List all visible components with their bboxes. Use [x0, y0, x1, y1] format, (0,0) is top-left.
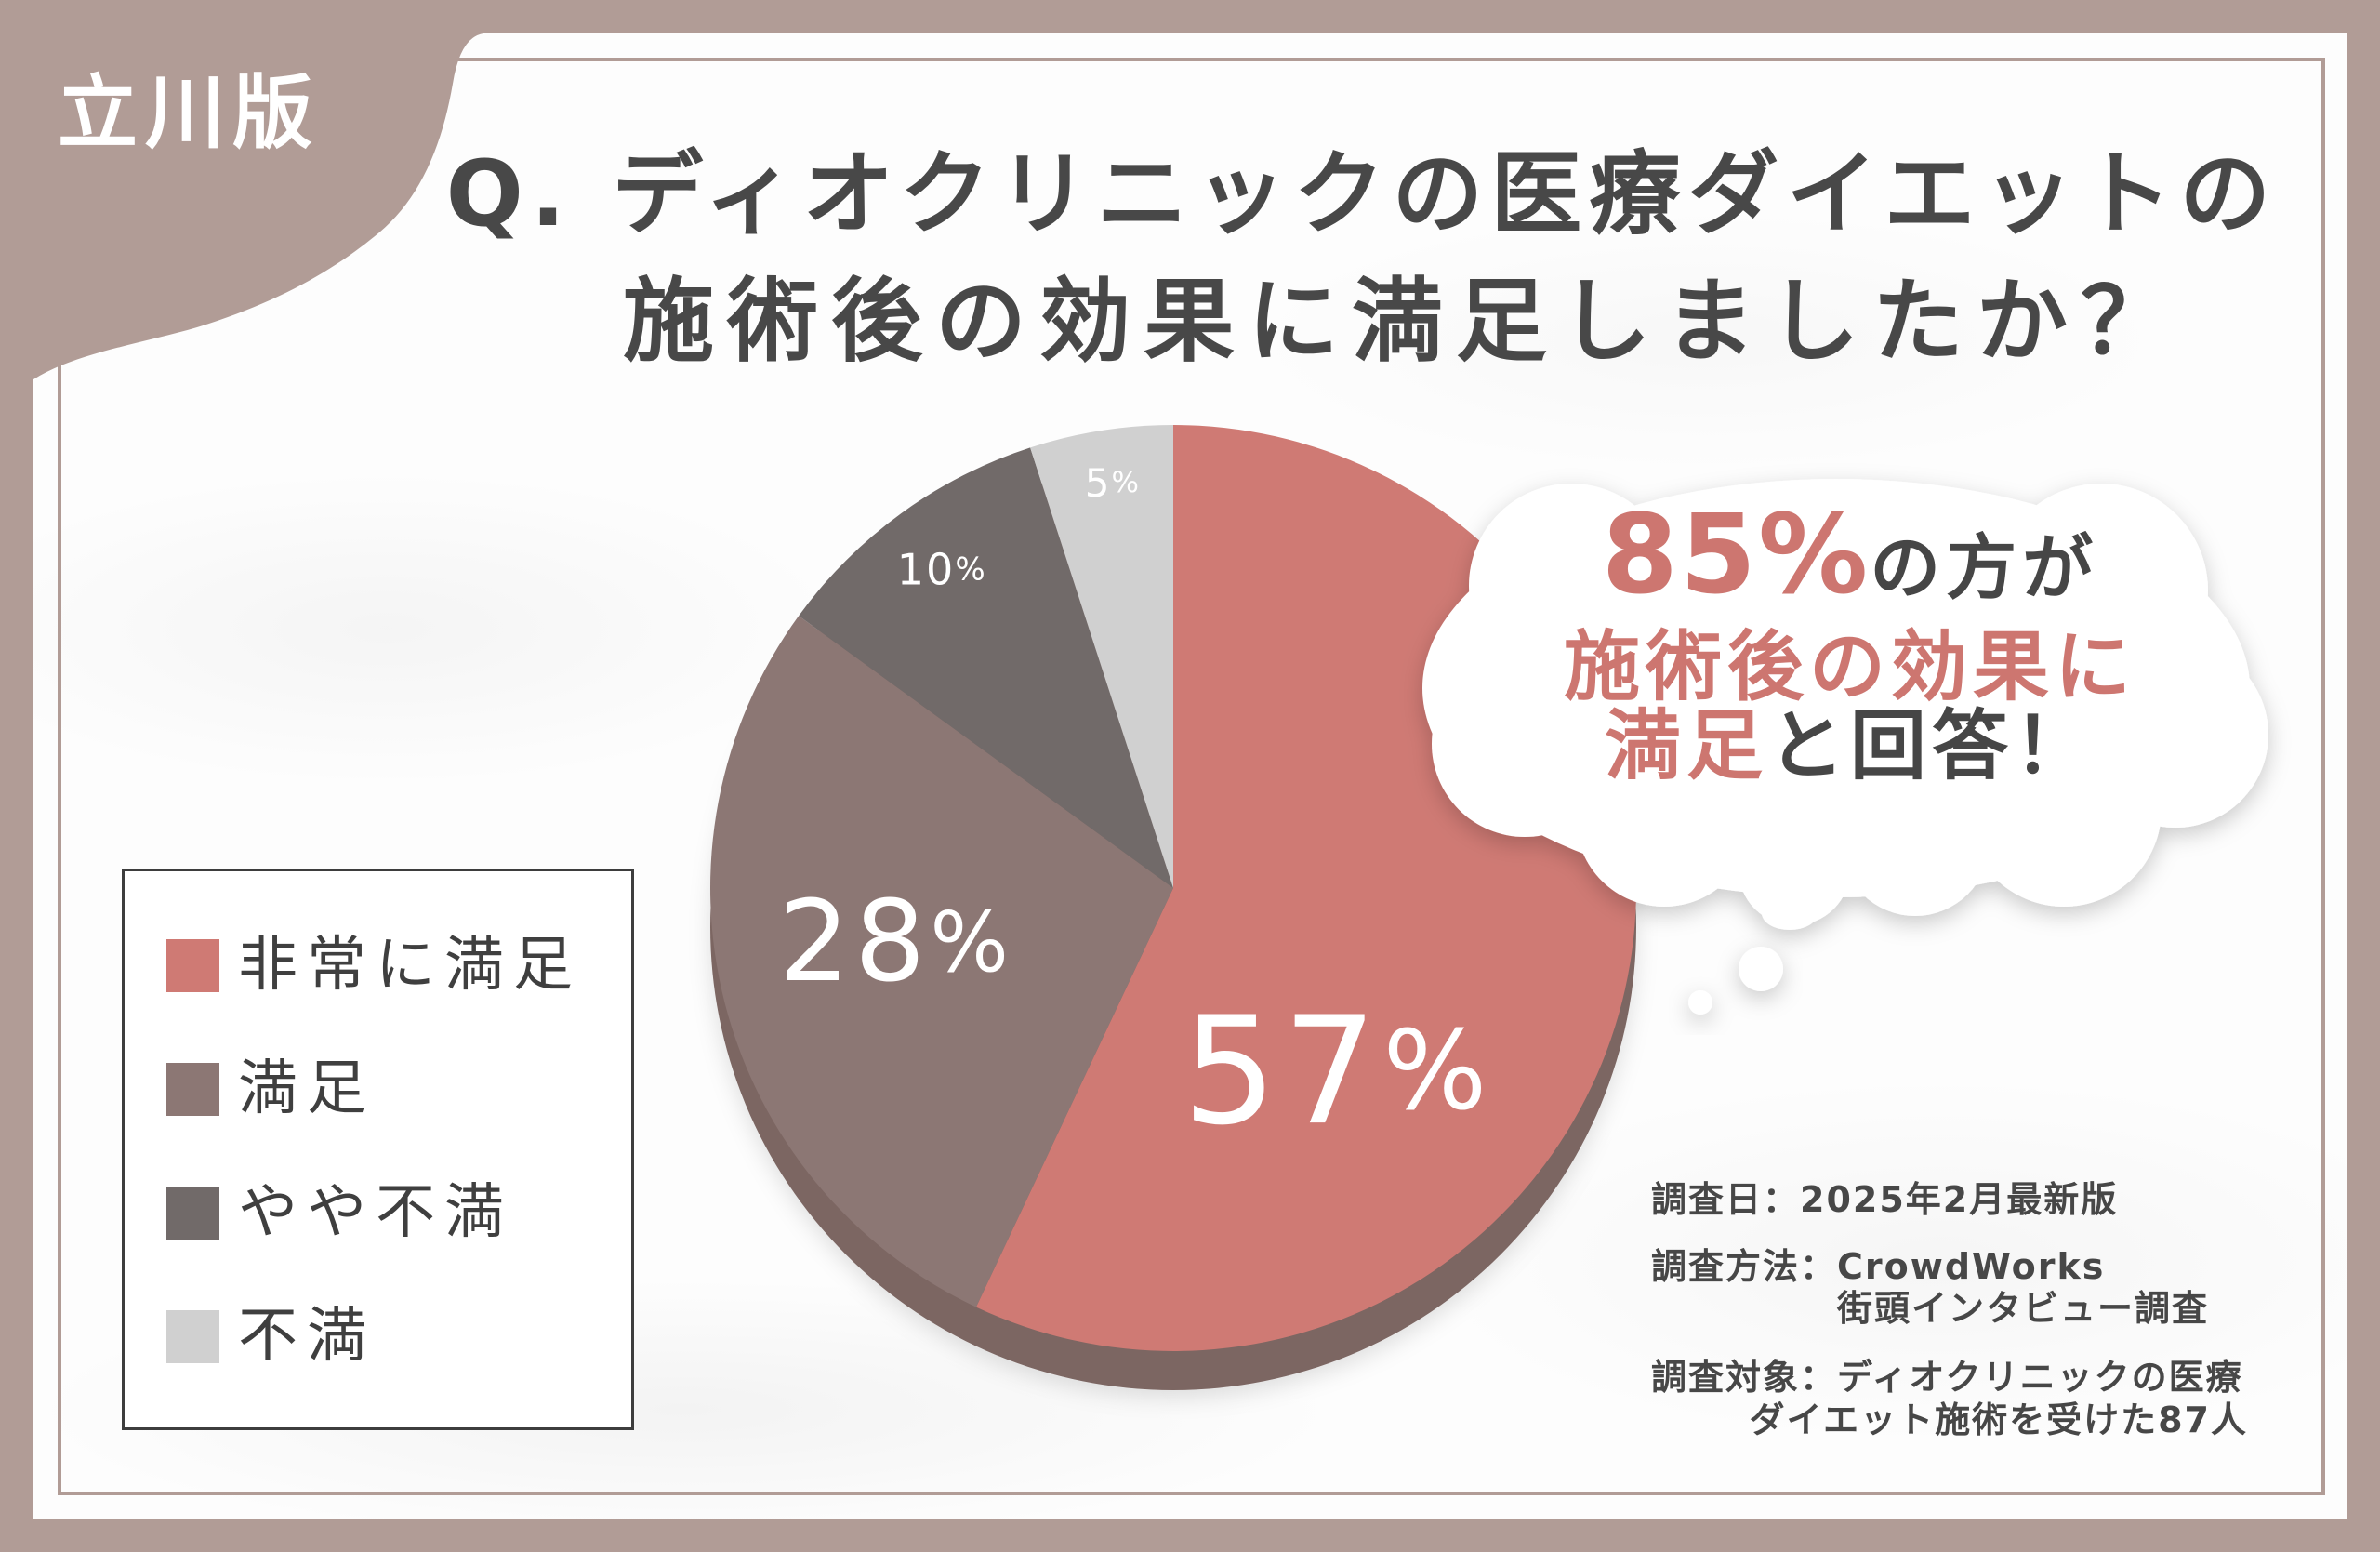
- pie-label-very-satisfied: 57%: [1183, 984, 1493, 1158]
- pie-slice-dissatisfied: [1030, 425, 1173, 888]
- callout-line-3-suffix: と回答！: [1768, 702, 2096, 790]
- survey-method-line-2: 街頭インタビュー調査: [1837, 1288, 2210, 1329]
- legend-item-somewhat-dissatisfied: やや不満: [166, 1179, 582, 1246]
- question-title-line-1: Q. ディオクリニックの医療ダイエットの: [445, 141, 2279, 247]
- chart-legend: 非常に満足 満足 やや不満 不満: [122, 869, 634, 1430]
- legend-item-satisfied: 満足: [166, 1055, 582, 1122]
- legend-item-dissatisfied: 不満: [166, 1303, 582, 1370]
- pie-slice-somewhat-dissatisfied: [799, 447, 1173, 888]
- survey-date-line: 調査日：2025年2月最新版: [1651, 1178, 2118, 1221]
- legend-label: 不満: [238, 1302, 376, 1371]
- callout-line-2: 施術後の効果に: [1563, 623, 2136, 711]
- survey-target-value: ディオクリニックの医療: [1837, 1357, 2243, 1398]
- legend-swatch: [166, 938, 219, 992]
- inner-frame-line: [58, 58, 2325, 1495]
- survey-date-label: 調査日：: [1651, 1179, 1801, 1220]
- pie-slice-satisfied: [710, 616, 1173, 1307]
- legend-swatch: [166, 1062, 219, 1116]
- pie-data-labels: 57% 28% 10% 5%: [779, 460, 1493, 1158]
- callout-highlight-value: 85%: [1601, 490, 1871, 618]
- pie-label-satisfied: 28%: [779, 878, 1013, 1007]
- callout-line-3: 満足と回答！: [1478, 700, 2222, 793]
- region-badge-shape: [0, 0, 576, 391]
- pie-label-dissatisfied: 5%: [1085, 460, 1141, 506]
- callout-dot-large: [1739, 947, 1783, 991]
- survey-date-value: 2025年2月最新版: [1800, 1179, 2119, 1220]
- callout-line-1: 85%の方が: [1478, 494, 2222, 615]
- question-title-line-2: 施術後の効果に満足しましたか？: [622, 269, 2185, 375]
- callout-dot-small: [1688, 990, 1712, 1015]
- region-badge-label: 立川版: [58, 67, 320, 160]
- callout-line-3-highlight: 満足: [1604, 702, 1768, 790]
- survey-method-label: 調査方法：: [1651, 1246, 1838, 1287]
- legend-swatch: [166, 1309, 219, 1363]
- survey-target-line: 調査対象：ディオクリニックの医療: [1651, 1356, 2243, 1399]
- legend-item-very-satisfied: 非常に満足: [166, 932, 582, 999]
- legend-label: やや不満: [238, 1178, 513, 1247]
- legend-label: 満足: [238, 1055, 376, 1123]
- pie-label-somewhat-dissatisfied: 10%: [897, 545, 987, 595]
- legend-label: 非常に満足: [238, 931, 582, 1000]
- survey-method-line: 調査方法：CrowdWorks: [1651, 1245, 2105, 1288]
- survey-target-line-2: ダイエット施術を受けた87人: [1749, 1399, 2248, 1440]
- callout-cloud-body: [1422, 479, 2268, 930]
- survey-target-label: 調査対象：: [1651, 1357, 1838, 1398]
- survey-method-value: CrowdWorks: [1837, 1246, 2106, 1287]
- callout-line-1-suffix: の方が: [1870, 526, 2099, 609]
- legend-swatch: [166, 1186, 219, 1240]
